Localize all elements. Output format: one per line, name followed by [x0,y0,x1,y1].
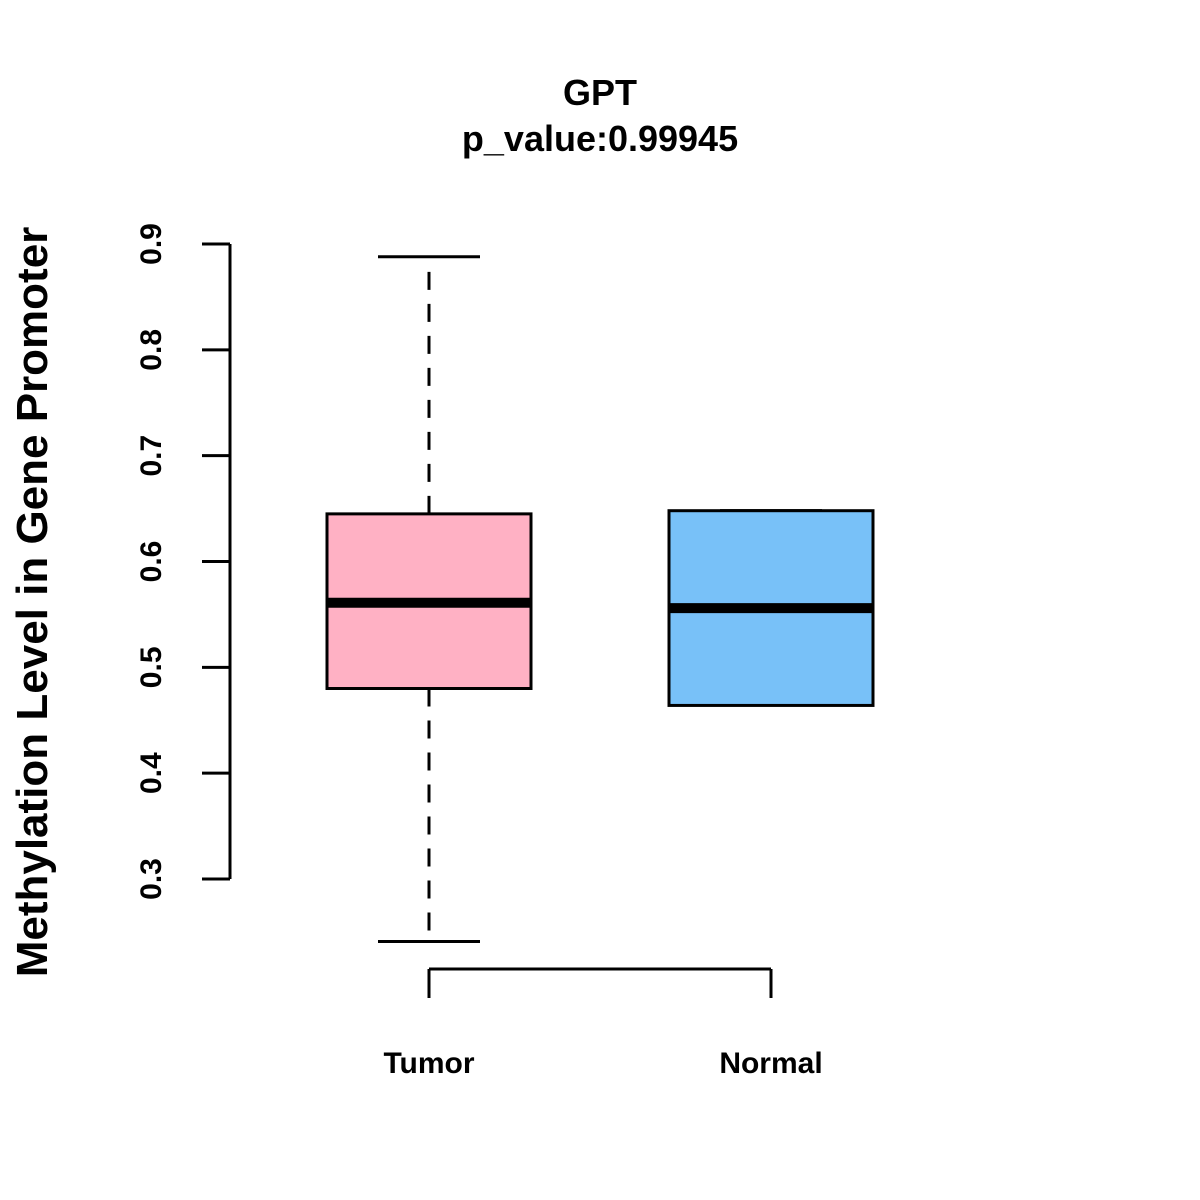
y-tick-label: 0.9 [135,223,168,265]
y-tick-label: 0.4 [135,752,168,794]
chart-title: GPT [563,72,637,113]
y-axis: 0.3 0.4 0.5 0.6 0.7 0.8 0.9 [135,223,232,900]
y-tick-label: 0.6 [135,541,168,583]
y-axis-label: Methylation Level in Gene Promoter [8,227,57,978]
box-group [325,255,875,943]
y-tick-label: 0.8 [135,329,168,371]
x-axis: Tumor Normal [383,967,823,1080]
y-tick-label: 0.5 [135,646,168,688]
chart-subtitle: p_value:0.99945 [462,118,738,159]
x-tick-label: Tumor [383,1047,474,1080]
x-tick-label: Normal [719,1047,822,1080]
y-tick-label: 0.7 [135,435,168,477]
y-tick-label: 0.3 [135,858,168,900]
